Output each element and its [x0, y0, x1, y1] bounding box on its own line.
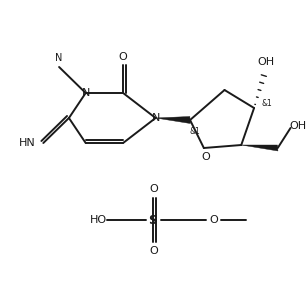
Polygon shape [241, 145, 278, 151]
Text: O: O [149, 184, 158, 194]
Text: N: N [55, 53, 63, 63]
Text: O: O [201, 152, 210, 162]
Text: N: N [82, 88, 90, 98]
Text: &1: &1 [261, 98, 272, 108]
Text: OH: OH [257, 57, 274, 67]
Polygon shape [156, 117, 190, 123]
Text: OH: OH [290, 121, 307, 131]
Text: O: O [119, 52, 128, 62]
Text: O: O [209, 215, 218, 225]
Text: N: N [152, 113, 160, 123]
Text: S: S [148, 213, 157, 226]
Text: &1: &1 [190, 128, 201, 136]
Text: O: O [149, 246, 158, 256]
Text: HO: HO [90, 215, 107, 225]
Text: HN: HN [19, 138, 36, 148]
